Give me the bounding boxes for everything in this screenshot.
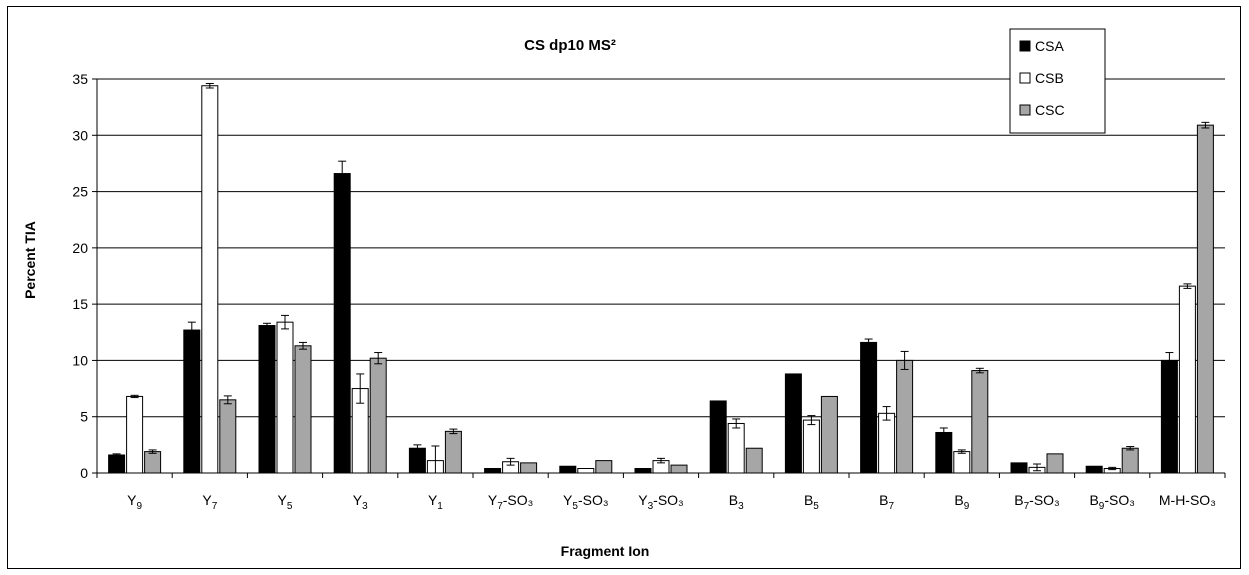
axes: 0 5 10 15 20 25 30 35 Y9 Y7 Y5 Y3 Y1 Y7-SO₃ Y5-SO₃ Y3-S… xyxy=(72,71,1226,512)
bar-csc-3 xyxy=(369,357,387,474)
x-tick-label: Y1 xyxy=(428,492,443,512)
bar-csb-11 xyxy=(953,451,971,474)
bars xyxy=(108,83,1214,474)
bar-csb-2 xyxy=(276,321,294,474)
legend-swatch-csb xyxy=(1019,72,1031,84)
y-tick-label: 0 xyxy=(80,465,88,481)
x-tick-label: Y7 xyxy=(202,492,217,512)
bar-csa-2 xyxy=(258,325,276,474)
bar-csc-13 xyxy=(1121,447,1139,474)
bar-csc-4 xyxy=(444,430,462,474)
bar-csa-9 xyxy=(784,373,802,474)
bar-csc-12 xyxy=(1046,453,1064,474)
x-tick-label: B5 xyxy=(804,492,819,512)
x-tick-label: B9-SO₃ xyxy=(1089,492,1135,512)
legend: CSA CSB CSC xyxy=(1009,28,1106,134)
bar-csa-5 xyxy=(484,467,502,474)
bar-csa-3 xyxy=(333,173,351,474)
x-tick-label: Y3-SO₃ xyxy=(638,492,684,512)
x-tick-label: Y3 xyxy=(353,492,368,512)
bar-csa-14 xyxy=(1160,359,1178,474)
y-tick-label: 35 xyxy=(72,71,88,87)
y-tick-label: 20 xyxy=(72,240,88,256)
bar-csa-1 xyxy=(183,329,201,474)
legend-swatch-csa xyxy=(1019,40,1031,52)
bar-csa-11 xyxy=(935,431,953,474)
y-axis-label: Percent TIA xyxy=(22,221,38,299)
y-tick-label: 10 xyxy=(72,352,88,368)
y-tick-label: 5 xyxy=(80,409,88,425)
bar-csb-10 xyxy=(878,412,896,474)
bar-csa-6 xyxy=(559,465,577,474)
bar-csb-8 xyxy=(727,422,745,474)
chart-title: CS dp10 MS² xyxy=(524,37,616,54)
y-tick-label: 15 xyxy=(72,296,88,312)
x-tick-label: B3 xyxy=(729,492,744,512)
y-tick-label: 25 xyxy=(72,184,88,200)
x-tick-label: Y7-SO₃ xyxy=(488,492,533,512)
bar-csc-2 xyxy=(294,345,312,474)
legend-label-csc: CSC xyxy=(1035,102,1065,118)
x-tick-label: B7-SO₃ xyxy=(1014,492,1060,512)
bar-csa-10 xyxy=(860,341,878,474)
x-tick-label: Y5-SO₃ xyxy=(563,492,609,512)
bar-csc-6 xyxy=(595,460,613,474)
bar-csc-10 xyxy=(896,359,914,474)
bar-csa-8 xyxy=(709,400,727,474)
bar-csc-7 xyxy=(670,464,688,474)
x-tick-label: B9 xyxy=(954,492,969,512)
bar-csb-6 xyxy=(577,467,595,474)
bar-csa-13 xyxy=(1085,465,1103,474)
x-axis-label: Fragment Ion xyxy=(561,543,650,559)
bar-csb-0 xyxy=(126,395,144,474)
bar-csa-0 xyxy=(108,454,126,474)
bar-csc-11 xyxy=(971,370,989,474)
legend-label-csb: CSB xyxy=(1035,70,1064,86)
legend-label-csa: CSA xyxy=(1035,38,1064,54)
bar-csc-0 xyxy=(144,451,162,474)
bar-csb-14 xyxy=(1178,285,1196,474)
x-tick-label: M-H-SO₃ xyxy=(1159,492,1216,508)
bar-csb-1 xyxy=(201,85,219,474)
bar-csb-9 xyxy=(802,419,820,474)
bar-csc-1 xyxy=(219,399,237,474)
bar-csc-8 xyxy=(745,447,763,474)
x-tick-label: Y5 xyxy=(278,492,293,512)
legend-swatch-csc xyxy=(1019,104,1031,116)
bar-csa-7 xyxy=(634,467,652,474)
y-tick-label: 30 xyxy=(72,127,88,143)
bar-csc-5 xyxy=(520,462,538,474)
bar-csa-12 xyxy=(1010,462,1028,474)
bar-csc-9 xyxy=(820,395,838,474)
x-tick-label: Y9 xyxy=(127,492,142,512)
bar-csc-14 xyxy=(1196,124,1214,474)
x-tick-label: B7 xyxy=(879,492,894,512)
